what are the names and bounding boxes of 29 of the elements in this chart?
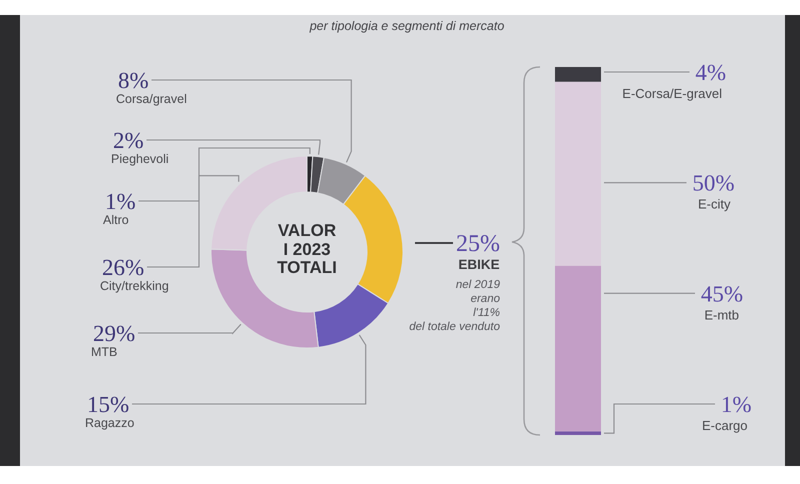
slice-label: EBIKE [458,257,500,272]
slice-label: MTB [91,345,118,359]
text: E-mtb [704,307,739,322]
series-label: E-Corsa/E-gravel [622,86,722,101]
data-label: 25% [456,231,500,257]
data-label: 29% [93,321,136,346]
text: E-cargo [702,418,748,433]
slice-label: Pieghevoli [111,152,169,166]
slice-label: Altro [103,213,129,227]
chart-subtitle: per tipologia e segmenti di mercato [310,19,504,33]
data-label: 50% [692,170,734,196]
bar [555,67,601,82]
text: E-city [698,196,731,212]
data-label: 1% [105,189,136,214]
data-label: 15% [87,392,130,417]
text: VALORI 2023 TOTALI [277,221,337,277]
text: nel 2019 erano l'11% del totale venduto [409,279,500,333]
data-label: 26% [102,255,144,280]
bar [555,82,601,266]
slice-label: Corsa/gravel [116,92,187,106]
data-label: 2% [113,128,144,153]
slice-label: Ragazzo [85,416,134,430]
data-label: 8% [118,68,149,93]
data-label: 45% [700,281,743,306]
bar [555,266,601,432]
data-label: 4% [695,60,726,85]
bar [555,431,601,435]
slice-label: City/trekking [100,279,169,293]
data-label: 1% [720,392,752,417]
